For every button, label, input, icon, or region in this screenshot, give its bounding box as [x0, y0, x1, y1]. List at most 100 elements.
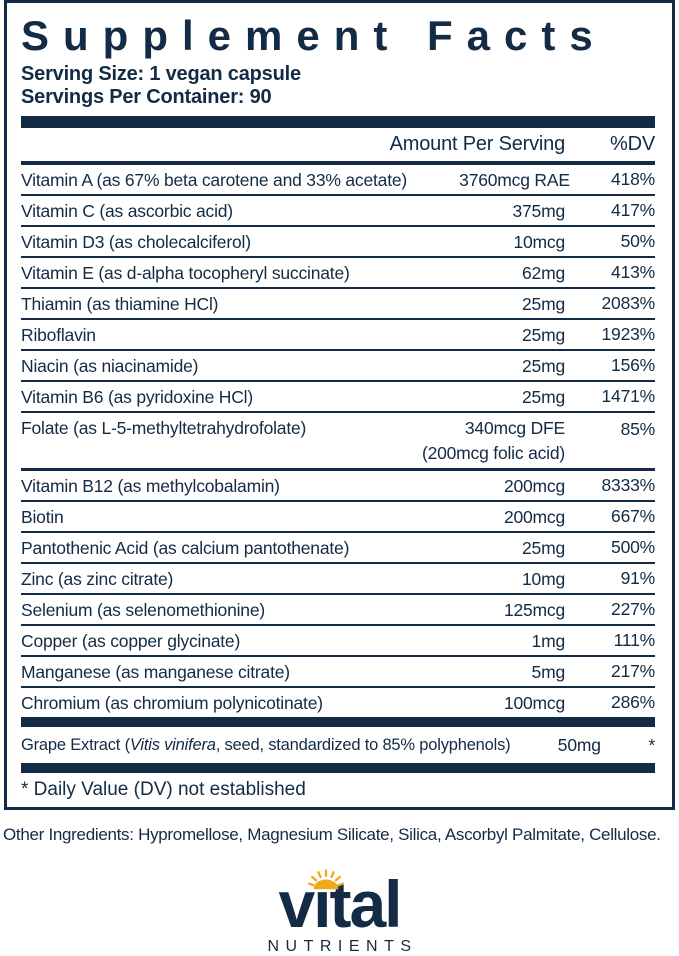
nutrient-dv: 418% — [611, 169, 655, 189]
nutrient-amount: 62mg — [393, 260, 565, 286]
brand-logo: vıtal NUTRIENTS — [0, 869, 679, 956]
nutrient-dv: 2083% — [601, 293, 656, 313]
table-header-row: Amount Per Serving %DV — [21, 128, 655, 165]
nutrient-name: Copper (as copper glycinate) — [21, 630, 241, 651]
table-row: Riboflavin 25mg 1923% — [21, 318, 655, 349]
nutrient-dv: 667% — [611, 506, 655, 526]
nutrient-rows: Vitamin A (as 67% beta carotene and 33% … — [21, 165, 655, 717]
nutrient-name: Manganese (as manganese citrate) — [21, 661, 290, 682]
nutrient-dv: 1471% — [601, 386, 656, 406]
divider-thick-middle-1 — [21, 717, 655, 727]
nutrient-dv: 500% — [611, 537, 655, 557]
table-row: Manganese (as manganese citrate) 5mg 217… — [21, 655, 655, 686]
nutrient-name: Chromium (as chromium polynicotinate) — [21, 692, 323, 713]
nutrient-amount: 25mg — [393, 353, 565, 379]
table-row: Folate (as L-5-methyltetrahydrofolate) 3… — [21, 411, 655, 468]
nutrient-dv: 1923% — [601, 324, 656, 344]
nutrient-dv: 111% — [613, 630, 656, 650]
table-row: Vitamin B6 (as pyridoxine HCl) 25mg 1471… — [21, 380, 655, 411]
nutrient-amount: 1mg — [393, 628, 566, 654]
nutrient-name: Selenium (as selenomethionine) — [21, 599, 265, 620]
nutrient-name: Folate (as L-5-methyltetrahydrofolate) — [21, 418, 307, 438]
nutrient-dv: 217% — [611, 661, 655, 681]
grape-name-pre: Grape Extract ( — [21, 735, 130, 754]
table-row: Vitamin D3 (as cholecalciferol) 10mcg 50… — [21, 225, 655, 256]
nutrient-name: Vitamin A (as 67% beta carotene and 33% … — [21, 169, 408, 190]
table-row: Selenium (as selenomethionine) 125mcg 22… — [21, 593, 655, 624]
grape-extract-name: Grape Extract (Vitis vinifera, seed, sta… — [21, 735, 511, 755]
nutrient-amount: 10mcg — [393, 229, 565, 255]
nutrient-amount: 25mg — [393, 535, 565, 561]
amount-line-1: 3760mcg RAE — [459, 169, 570, 190]
table-row: Biotin 200mcg 667% — [21, 500, 655, 531]
nutrient-name: Vitamin B12 (as methylcobalamin) — [21, 475, 280, 496]
amount-line-2: (200mcg folic acid) — [421, 443, 565, 463]
table-row: Vitamin A (as 67% beta carotene and 33% … — [21, 165, 655, 194]
amount-line-1: 25mg — [522, 355, 565, 376]
nutrient-dv: 91% — [620, 568, 656, 588]
nutrient-amount: 125mcg — [393, 597, 565, 623]
nutrient-amount: 3760mcg RAE — [407, 167, 570, 193]
amount-line-1: 62mg — [522, 262, 565, 283]
dv-footnote: * Daily Value (DV) not established — [21, 779, 306, 800]
amount-line-1: 100mcg — [503, 692, 565, 713]
table-row: Pantothenic Acid (as calcium pantothenat… — [21, 531, 655, 562]
nutrient-dv: 227% — [611, 599, 655, 619]
nutrient-name: Biotin — [21, 506, 64, 527]
percent-dv-header: %DV — [610, 133, 655, 155]
nutrient-name: Vitamin E (as d-alpha tocopheryl succina… — [21, 262, 350, 283]
table-row: Vitamin B12 (as methylcobalamin) 200mcg … — [21, 468, 655, 500]
nutrient-dv: 413% — [611, 262, 655, 282]
amount-line-1: 200mcg — [503, 506, 565, 527]
servings-per-container: Servings Per Container: 90 — [21, 86, 272, 108]
table-row: Niacin (as niacinamide) 25mg 156% — [21, 349, 655, 380]
amount-line-1: 340mcg DFE — [464, 418, 565, 438]
nutrient-name: Pantothenic Acid (as calcium pantothenat… — [21, 537, 350, 558]
table-row: Vitamin C (as ascorbic acid) 375mg 417% — [21, 194, 655, 225]
nutrient-dv: 8333% — [601, 475, 656, 495]
logo-subtext: NUTRIENTS — [267, 938, 418, 955]
amount-line-1: 10mcg — [513, 231, 565, 252]
table-row: Thiamin (as thiamine HCl) 25mg 2083% — [21, 287, 655, 318]
nutrient-dv: 50% — [620, 231, 656, 251]
grape-name-post: , seed, standardized to 85% polyphenols) — [215, 735, 511, 754]
amount-line-1: 5mg — [531, 661, 566, 682]
amount-line-1: 10mg — [522, 568, 565, 589]
nutrient-name: Vitamin B6 (as pyridoxine HCl) — [21, 386, 253, 407]
table-row: Copper (as copper glycinate) 1mg 111% — [21, 624, 655, 655]
nutrient-amount: 375mg — [393, 198, 565, 224]
amount-line-1: 125mcg — [503, 599, 565, 620]
nutrient-amount: 25mg — [393, 322, 565, 348]
panel-title: Supplement Facts — [21, 12, 607, 59]
nutrient-name: Riboflavin — [21, 324, 96, 345]
nutrient-name: Zinc (as zinc citrate) — [21, 568, 174, 589]
nutrient-dv: 85% — [620, 419, 656, 439]
nutrient-dv: 286% — [611, 692, 655, 712]
amount-line-1: 25mg — [522, 386, 565, 407]
nutrient-name: Thiamin (as thiamine HCl) — [21, 293, 219, 314]
divider-thick-top — [21, 116, 655, 128]
amount-line-1: 375mg — [512, 200, 565, 221]
nutrient-amount: 25mg — [393, 384, 565, 410]
sun-icon — [308, 869, 345, 890]
table-row: Vitamin E (as d-alpha tocopheryl succina… — [21, 256, 655, 287]
amount-line-1: 25mg — [522, 537, 565, 558]
grape-dv: * — [648, 734, 655, 755]
other-ingredients: Other Ingredients: Hypromellose, Magnesi… — [3, 825, 661, 844]
supplement-facts-panel: Supplement Facts Serving Size: 1 vegan c… — [4, 0, 675, 810]
amount-line-1: 25mg — [522, 293, 565, 314]
amount-line-1: 200mcg — [503, 475, 565, 496]
nutrient-name: Vitamin C (as ascorbic acid) — [21, 200, 233, 221]
logo-word-wrap: vıtal — [278, 869, 403, 937]
grape-amount: 50mg — [557, 734, 601, 755]
nutrient-name: Vitamin D3 (as cholecalciferol) — [21, 231, 251, 252]
nutrient-dv: 417% — [611, 200, 655, 220]
nutrient-amount: 100mcg — [393, 690, 565, 716]
table-row: Zinc (as zinc citrate) 10mg 91% — [21, 562, 655, 593]
nutrient-amount: 340mcg DFE (200mcg folic acid) — [393, 415, 565, 465]
nutrient-name: Niacin (as niacinamide) — [21, 355, 199, 376]
nutrient-amount: 200mcg — [393, 504, 565, 530]
nutrient-dv: 156% — [611, 355, 655, 375]
amount-line-1: 25mg — [522, 324, 565, 345]
amount-per-serving-header: Amount Per Serving — [389, 133, 566, 155]
